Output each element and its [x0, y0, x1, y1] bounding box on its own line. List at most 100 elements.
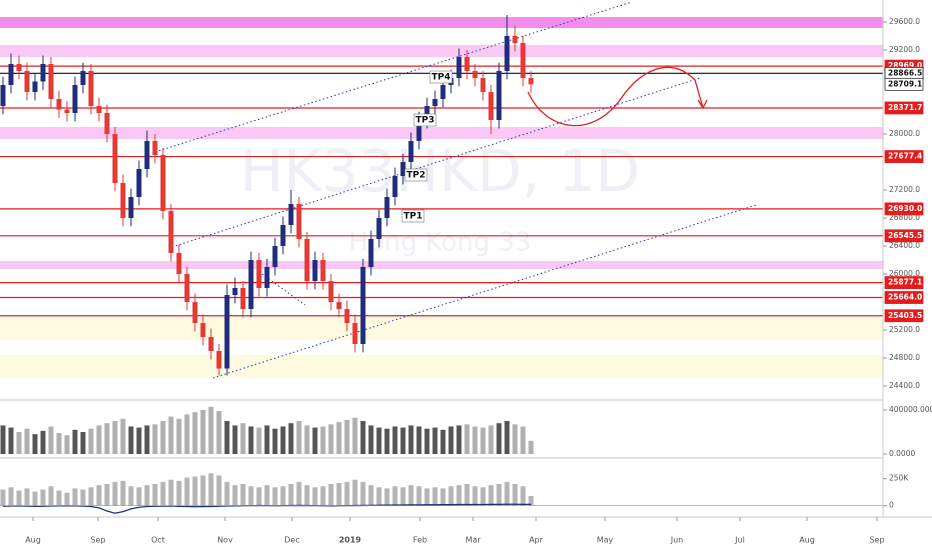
volume-bar — [328, 484, 334, 506]
candle-body — [160, 154, 166, 211]
volume-bar — [504, 420, 510, 454]
volume-bar — [384, 488, 390, 506]
volume-bar — [240, 423, 246, 454]
volume-bar — [0, 489, 6, 506]
volume-bar — [408, 485, 414, 506]
candle-body — [64, 109, 70, 113]
volume-bar — [112, 420, 118, 454]
candle-body — [336, 301, 342, 309]
y-tick-label: 0 — [889, 501, 894, 510]
candle-body — [296, 203, 302, 239]
volume-bar — [32, 491, 38, 506]
candle-body — [152, 140, 158, 155]
volume-bar — [424, 488, 430, 506]
volume-bar — [432, 487, 438, 506]
candle-body — [88, 70, 94, 106]
level-label-box — [884, 229, 924, 243]
volume-bar — [272, 428, 278, 454]
volume-bar — [8, 487, 14, 506]
volume-bar — [304, 425, 310, 454]
x-tick-label: Feb — [413, 536, 427, 545]
volume-bar — [320, 486, 326, 506]
volume-bar — [520, 426, 526, 454]
candle-body — [248, 259, 254, 309]
volume-bar — [528, 440, 534, 454]
volume-bar — [360, 481, 366, 506]
volume-bar — [208, 406, 214, 454]
candle-body — [480, 77, 486, 92]
volume-bar — [184, 477, 190, 506]
candle-body — [96, 105, 102, 113]
projection-arrow-head — [694, 79, 708, 109]
x-tick-label: Oct — [151, 536, 165, 545]
candle-body — [528, 77, 534, 85]
candle-body — [192, 301, 198, 323]
x-tick-label: Aug — [25, 536, 41, 545]
volume-bar — [88, 428, 94, 454]
candle-body — [56, 98, 62, 110]
volume-bar — [472, 486, 478, 506]
volume-bar — [200, 409, 206, 454]
candle-body — [16, 63, 22, 71]
volume-bar — [152, 484, 158, 506]
level-label-box — [884, 276, 924, 289]
volume-bar — [344, 419, 350, 454]
volume-bar — [488, 485, 494, 506]
projection-arrow — [527, 66, 696, 127]
level-label: 26930.0 — [888, 204, 922, 213]
candle-body — [176, 252, 182, 274]
volume-bar — [80, 489, 86, 506]
x-tick-label: 2019 — [339, 536, 362, 545]
candle-body — [184, 273, 190, 302]
candle-body — [368, 238, 374, 267]
y-tick-label: 25200.0 — [889, 325, 920, 334]
volume-bar — [256, 487, 262, 506]
volume-bar — [16, 431, 22, 454]
volume-bar — [192, 476, 198, 506]
candle-body — [0, 84, 6, 106]
y-tick-label: 400000.0000 — [889, 405, 932, 414]
volume-bar — [224, 481, 230, 506]
candle-body — [216, 350, 222, 369]
x-tick-label: Jul — [734, 536, 745, 545]
candle-body — [24, 70, 30, 92]
candle-body — [320, 259, 326, 281]
levels — [0, 65, 883, 317]
candle-body — [400, 161, 406, 176]
candle-body — [8, 63, 14, 85]
volume-bar — [248, 486, 254, 506]
volume-bar — [144, 425, 150, 454]
candle-body — [264, 266, 270, 288]
price-label: 28709.1 — [888, 79, 922, 88]
volume-bar — [128, 426, 134, 454]
volume-bar — [32, 434, 38, 454]
candle-body — [328, 280, 334, 302]
tp-box — [401, 209, 425, 223]
x-tick-label: Nov — [217, 536, 233, 545]
volume-bar — [280, 426, 286, 454]
volume-bar — [40, 489, 46, 506]
volume-bar — [96, 485, 102, 506]
candle-body — [360, 266, 366, 344]
volume-bar — [80, 431, 86, 454]
volume-bar — [16, 490, 22, 506]
volume-bar — [496, 423, 502, 454]
volume-bar — [216, 411, 222, 454]
volume-bar — [240, 484, 246, 506]
volume-bar — [408, 425, 414, 454]
volume-bar — [504, 481, 510, 506]
candle-body — [408, 140, 414, 162]
candle-body — [40, 63, 46, 82]
level-label: 28969.0 — [888, 61, 922, 70]
volume-bar — [136, 427, 142, 454]
candle-body — [240, 287, 246, 309]
volume-bar — [264, 425, 270, 454]
volume-bar — [200, 475, 206, 506]
level-label: 26545.5 — [888, 231, 922, 240]
candle-body — [48, 63, 54, 99]
volume-bar — [488, 425, 494, 454]
volume-bar — [104, 423, 110, 454]
y-tick-label: 27200.0 — [889, 185, 920, 194]
